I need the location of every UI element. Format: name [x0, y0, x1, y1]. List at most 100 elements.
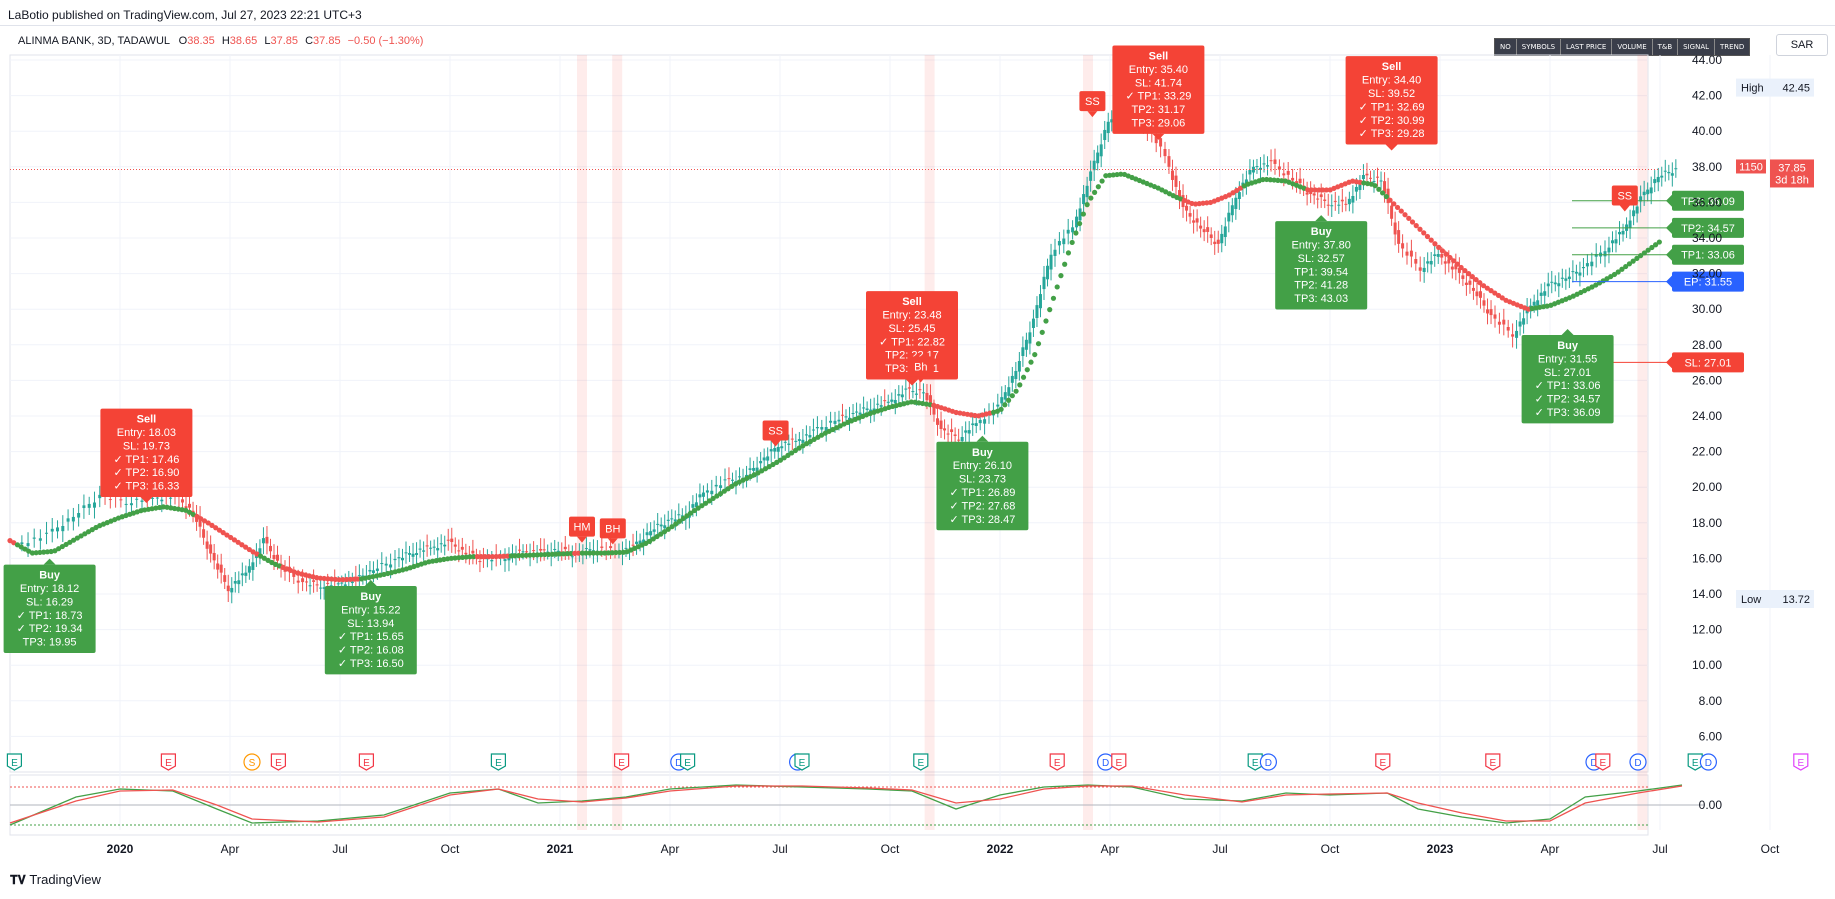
signal-label-line: Entry: 34.40 [1362, 75, 1421, 87]
currency-button[interactable]: SAR [1776, 34, 1828, 56]
signal-label-line: ✓ TP1: 17.46 [113, 454, 179, 466]
candle-body [542, 549, 546, 551]
toolbar-button-volume[interactable]: VOLUME [1612, 39, 1653, 55]
candle-body [1550, 281, 1554, 283]
y-tick-label: 40.00 [1692, 124, 1722, 138]
level-tag [1672, 217, 1744, 238]
candle-body [1230, 205, 1234, 216]
pattern-flag-label: BH [605, 523, 620, 535]
toolbar-button-tb[interactable]: T&B [1652, 39, 1679, 55]
signal-label-line: ✓ TP3: 16.50 [338, 658, 404, 670]
candle-body [1418, 267, 1422, 271]
signal-label-line: Buy [1557, 340, 1579, 352]
candle-body [714, 484, 718, 487]
sar-dot [1391, 201, 1397, 207]
sar-dot [1260, 176, 1266, 183]
event-marker-letter: E [684, 758, 691, 769]
signal-label-line: Buy [360, 591, 382, 603]
candle-body [780, 446, 784, 449]
sar-dot [325, 576, 331, 582]
pattern-flag-pointer [915, 376, 926, 383]
candle-body [1089, 171, 1093, 181]
candle-body [1468, 280, 1472, 285]
candle-body [1017, 360, 1021, 372]
candle-body [389, 564, 393, 568]
sar-dot [684, 513, 690, 519]
candle-body [755, 467, 759, 472]
candle-body [1614, 239, 1618, 244]
toolbar-button-signal[interactable]: SIGNAL [1678, 39, 1716, 55]
candle-body [129, 503, 133, 506]
sar-dot [699, 503, 705, 509]
candle-body [336, 583, 340, 585]
signal-label-line: SL: 16.29 [26, 596, 73, 608]
candle-body [1340, 199, 1344, 202]
candle-body [315, 584, 319, 586]
candle-body [1010, 375, 1014, 383]
candle-body [1255, 166, 1259, 168]
sar-dot [1062, 261, 1068, 267]
sar-dot [239, 542, 245, 548]
toolbar-button-symbols[interactable]: SYMBOLS [1516, 39, 1562, 55]
candle-body [886, 401, 890, 403]
sar-dot [1656, 239, 1662, 245]
x-tick-label: Apr [1101, 842, 1120, 856]
event-marker-letter: E [275, 758, 282, 769]
sar-dot [1402, 212, 1408, 218]
candle-body [848, 417, 852, 421]
level-tag [1672, 271, 1744, 292]
x-tick-label: Apr [221, 842, 240, 856]
signal-label-pointer [140, 497, 153, 503]
candle-body [904, 388, 908, 390]
candle-body [1461, 275, 1465, 279]
sar-dot [41, 549, 47, 555]
candle-body [1227, 212, 1231, 222]
candle-body [1502, 319, 1506, 325]
event-marker-letter: E [1054, 758, 1061, 769]
sar-dot [493, 553, 499, 560]
sar-dot [590, 550, 597, 556]
signal-label-line: SL: 41.74 [1135, 77, 1182, 89]
sar-dot [729, 483, 735, 489]
candle-body [1000, 397, 1004, 404]
tradingview-logo[interactable]: 𝐓𝐕 TradingView [10, 872, 101, 888]
toolbar-button-last-price[interactable]: LAST PRICE [1561, 39, 1613, 55]
sar-dot [224, 532, 230, 538]
sar-dot [1065, 250, 1072, 256]
sar-dot [1383, 193, 1389, 200]
split-marker [243, 753, 261, 771]
candle-body [1312, 193, 1316, 196]
sar-dot [220, 530, 226, 536]
signal-label-pointer [906, 379, 918, 386]
sar-dot [1069, 239, 1075, 246]
candle-body [198, 516, 202, 527]
sar-dot [1032, 351, 1038, 358]
candle-body [1075, 216, 1079, 228]
candle-body [380, 563, 384, 565]
candle-body [1553, 282, 1557, 285]
pattern-flag-label: HM [573, 522, 590, 534]
plot-frame [9, 54, 1649, 773]
candle-body [790, 438, 794, 440]
toolbar-button-trend[interactable]: TREND [1715, 39, 1750, 55]
candle-body [1489, 309, 1493, 316]
sar-dot [231, 537, 237, 543]
toolbar-button-no[interactable]: NO [1495, 39, 1517, 55]
candle-body [453, 544, 457, 547]
level-tag [1672, 352, 1744, 373]
pattern-flag [599, 518, 626, 539]
level-tag-arrow [1666, 275, 1672, 288]
candle-body [893, 399, 897, 404]
candle-body [1574, 271, 1578, 274]
candle-body [71, 516, 75, 522]
sar-dot [1649, 244, 1655, 251]
signal-label-line: TP3: 29.06 [1131, 117, 1185, 129]
signal-label-line: SL: 25.45 [888, 323, 935, 335]
sar-dot [531, 552, 537, 558]
earnings-marker [1595, 753, 1611, 771]
sar-dot [1234, 187, 1240, 194]
candle-body [1361, 174, 1365, 180]
sar-dot [1417, 226, 1423, 232]
sar-dot [1039, 329, 1045, 335]
